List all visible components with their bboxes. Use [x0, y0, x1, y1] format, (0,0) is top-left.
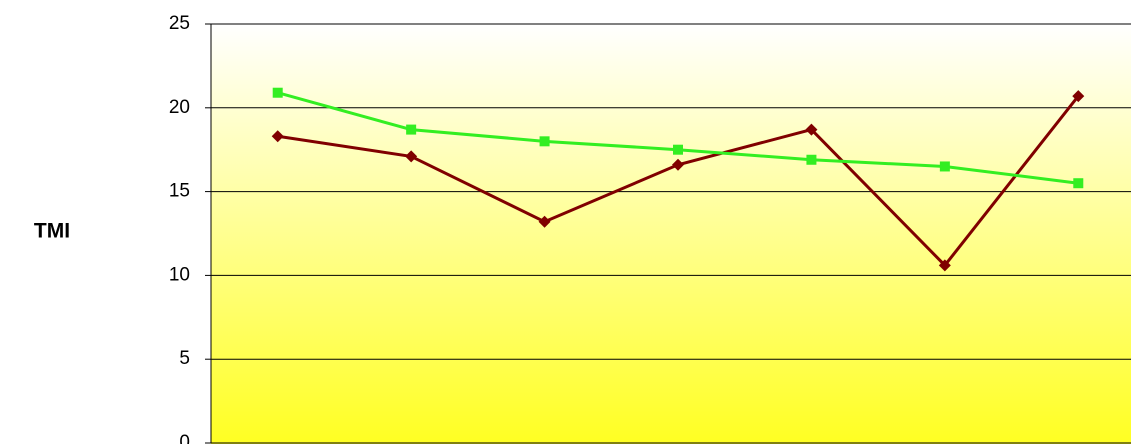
- marker: [938, 259, 951, 272]
- marker: [271, 130, 284, 143]
- y-axis-label: TMI: [34, 220, 70, 243]
- marker: [406, 124, 417, 135]
- marker: [539, 136, 550, 147]
- marker: [672, 158, 684, 171]
- marker: [673, 144, 683, 155]
- plot-area: [211, 24, 1131, 444]
- y-tick-label: 15: [169, 181, 190, 202]
- y-tick-label: 10: [169, 264, 190, 285]
- y-tick-label: 20: [169, 97, 190, 118]
- y-tick-label: 5: [179, 348, 190, 369]
- marker: [538, 215, 551, 228]
- marker: [272, 87, 283, 98]
- marker: [1073, 178, 1084, 189]
- marker: [1072, 90, 1085, 103]
- marker: [939, 161, 950, 172]
- marker: [405, 150, 418, 163]
- y-tick-label: 0: [179, 432, 190, 444]
- marker: [806, 154, 817, 165]
- marker: [805, 123, 818, 136]
- y-tick-label: 25: [169, 13, 190, 34]
